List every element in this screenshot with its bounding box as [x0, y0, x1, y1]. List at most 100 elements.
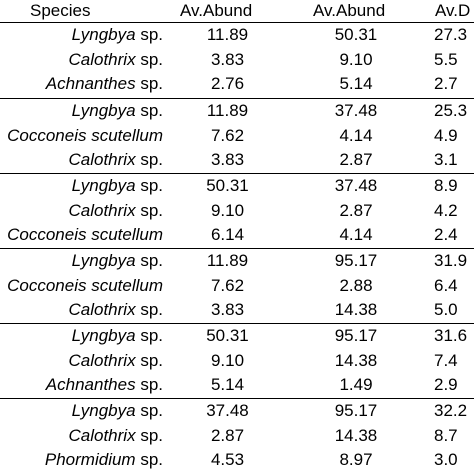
header-species: Species [30, 1, 91, 20]
av-diss-cell: 2.9 [434, 375, 458, 394]
av-diss-cell: 4.9 [434, 125, 458, 145]
species-cell: Lyngbya sp. [72, 324, 163, 348]
species-name: Lyngbya [71, 101, 136, 120]
species-suffix: sp. [135, 300, 163, 319]
table-row: Lyngbya sp. 50.31 95.17 31.6 [0, 324, 474, 348]
species-cell: Lyngbya sp. [72, 99, 163, 123]
av-abund-2-cell: 14.38 [334, 425, 378, 445]
av-diss-cell: 3.0 [434, 450, 458, 469]
av-diss-cell: 25.3 [434, 101, 468, 120]
species-cell: Calothrix sp. [69, 298, 164, 322]
av-diss-cell: 7.4 [434, 350, 458, 370]
av-abund-2-cell: 14.38 [334, 300, 378, 319]
av-abund-2-cell: 2.87 [339, 200, 373, 220]
av-abund-2-cell: 95.17 [334, 401, 378, 420]
species-suffix: sp. [135, 200, 163, 220]
av-abund-1-cell: 3.83 [210, 300, 245, 319]
av-diss-cell: 5.0 [434, 300, 458, 319]
species-suffix: sp. [135, 25, 163, 44]
table-row: Calothrix sp. 9.10 2.87 4.2 [0, 199, 474, 223]
species-suffix: sp. [135, 176, 163, 195]
species-suffix: sp. [135, 375, 163, 394]
av-abund-1-cell: 50.31 [206, 326, 249, 345]
species-name: Lyngbya [71, 326, 136, 345]
av-abund-2-cell: 9.10 [339, 49, 373, 69]
species-suffix: sp. [135, 401, 163, 420]
av-abund-2-cell: 2.88 [339, 275, 373, 295]
av-abund-2-cell: 37.48 [334, 101, 378, 120]
table-row: Achnanthes sp. 2.76 5.14 2.7 [0, 72, 474, 96]
av-abund-1-cell: 50.31 [206, 176, 249, 195]
av-diss-cell: 5.5 [434, 49, 458, 69]
table-row: Achnanthes sp. 5.14 1.49 2.9 [0, 373, 474, 397]
species-cell: Calothrix sp. [69, 148, 164, 172]
header-av-diss: Av.D [435, 1, 471, 20]
av-abund-2-cell: 50.31 [334, 25, 378, 44]
species-name: Calothrix [68, 200, 136, 220]
species-name: Calothrix [68, 150, 136, 169]
species-cell: Cocconeis scutellum [7, 124, 163, 148]
av-diss-cell: 2.7 [434, 74, 458, 93]
av-abund-1-cell: 6.14 [210, 225, 245, 244]
av-diss-cell: 31.6 [434, 326, 468, 345]
table-row: Cocconeis scutellum 7.62 2.88 6.4 [0, 274, 474, 298]
species-suffix: sp. [135, 326, 163, 345]
av-abund-1-cell: 9.10 [210, 350, 245, 370]
species-name: Lyngbya [71, 176, 136, 195]
av-abund-2-cell: 4.14 [339, 225, 373, 244]
row-group: Lyngbya sp. 50.31 95.17 31.6 Calothrix sp. 9.… [0, 323, 474, 398]
table-row: Lyngbya sp. 11.89 50.31 27.3 [0, 23, 474, 47]
species-name: Calothrix [68, 350, 136, 370]
species-cell: Calothrix sp. [69, 199, 164, 223]
species-cell: Achnanthes sp. [46, 72, 163, 96]
species-cell: Calothrix sp. [69, 424, 164, 448]
species-name: Cocconeis scutellum [7, 275, 163, 295]
species-name: Achnanthes [45, 74, 136, 93]
av-diss-cell: 2.4 [434, 225, 458, 244]
row-group: Lyngbya sp. 11.89 37.48 25.3 Cocconeis scute… [0, 98, 474, 173]
species-suffix: sp. [135, 425, 163, 445]
table-row: Lyngbya sp. 11.89 95.17 31.9 [0, 249, 474, 273]
table-row: Calothrix sp. 2.87 14.38 8.7 [0, 424, 474, 448]
row-group: Lyngbya sp. 37.48 95.17 32.2 Calothrix sp. 2.… [0, 398, 474, 473]
species-cell: Lyngbya sp. [72, 399, 163, 423]
av-abund-1-cell: 5.14 [210, 375, 245, 394]
av-diss-cell: 4.2 [434, 200, 458, 220]
row-group: Lyngbya sp. 11.89 50.31 27.3 Calothrix sp. 3.… [0, 23, 474, 97]
table-row: Calothrix sp. 3.83 2.87 3.1 [0, 148, 474, 172]
av-abund-1-cell: 37.48 [206, 401, 249, 420]
species-name: Cocconeis scutellum [7, 225, 163, 244]
species-cell: Achnanthes sp. [46, 373, 163, 397]
av-abund-1-cell: 4.53 [210, 450, 245, 469]
species-suffix: sp. [135, 251, 163, 270]
table-row: Calothrix sp. 3.83 9.10 5.5 [0, 48, 474, 72]
species-name: Achnanthes [45, 375, 136, 394]
species-cell: Lyngbya sp. [72, 174, 163, 198]
species-suffix: sp. [135, 49, 163, 69]
av-abund-1-cell: 3.83 [210, 150, 245, 169]
table-row: Calothrix sp. 3.83 14.38 5.0 [0, 298, 474, 322]
av-diss-cell: 3.1 [434, 150, 458, 169]
av-diss-cell: 8.7 [434, 425, 458, 445]
species-cell: Lyngbya sp. [72, 249, 163, 273]
species-suffix: sp. [135, 150, 163, 169]
table-row: Cocconeis scutellum 6.14 4.14 2.4 [0, 223, 474, 247]
row-group: Lyngbya sp. 11.89 95.17 31.9 Cocconeis scute… [0, 248, 474, 323]
av-abund-2-cell: 95.17 [334, 326, 378, 345]
av-abund-1-cell: 11.89 [206, 25, 249, 44]
av-diss-cell: 31.9 [434, 251, 468, 270]
species-name: Calothrix [68, 425, 136, 445]
table-row: Lyngbya sp. 11.89 37.48 25.3 [0, 99, 474, 123]
av-abund-2-cell: 95.17 [334, 251, 378, 270]
av-diss-cell: 6.4 [434, 275, 458, 295]
species-suffix: sp. [135, 101, 163, 120]
av-abund-1-cell: 3.83 [210, 49, 245, 69]
av-abund-1-cell: 2.76 [210, 74, 245, 93]
av-abund-1-cell: 2.87 [210, 425, 245, 445]
av-diss-cell: 32.2 [434, 401, 468, 420]
av-abund-2-cell: 5.14 [339, 74, 373, 93]
species-suffix: sp. [135, 350, 163, 370]
av-diss-cell: 27.3 [434, 25, 468, 44]
species-cell: Calothrix sp. [69, 349, 164, 373]
